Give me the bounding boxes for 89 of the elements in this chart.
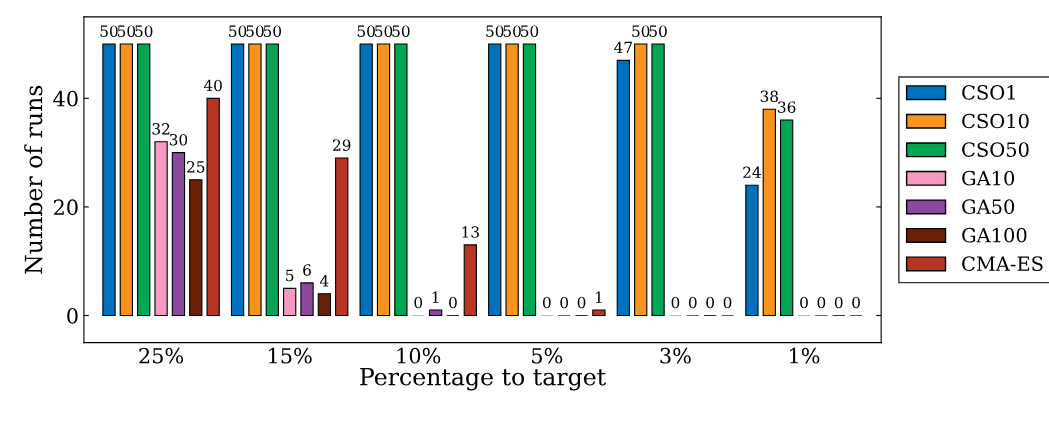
bar [335, 157, 349, 317]
data-label: 13 [462, 226, 479, 238]
legend-label: CSO50 [962, 142, 1029, 157]
data-label: 47 [614, 41, 632, 53]
data-label: 0 [577, 296, 586, 309]
bar [376, 43, 391, 317]
bar [282, 287, 297, 317]
data-label: 50 [100, 25, 118, 37]
data-label: 0 [560, 296, 569, 309]
data-label: 6 [303, 264, 311, 276]
x-tick-label: 10% [397, 347, 441, 364]
data-label: 25 [187, 161, 205, 173]
data-label: 50 [135, 25, 153, 37]
data-label: 0 [449, 296, 457, 309]
y-tick-label: 40 [53, 90, 78, 107]
bar [428, 309, 443, 317]
bar [206, 97, 220, 317]
bar [592, 309, 606, 317]
data-label: 24 [743, 166, 761, 178]
data-label: 0 [817, 296, 826, 309]
x-tick-label: 5% [532, 347, 563, 364]
data-label: 50 [357, 25, 375, 37]
bar [394, 43, 408, 317]
data-label: 40 [203, 79, 222, 92]
bar [317, 293, 332, 317]
x-tick-label: 15% [269, 347, 312, 364]
data-label: 0 [834, 296, 843, 309]
bar [265, 43, 279, 317]
bar [488, 43, 502, 317]
bar [230, 43, 245, 317]
data-label: 50 [486, 25, 504, 37]
bar [359, 43, 373, 317]
data-label: 50 [246, 25, 264, 37]
data-label: 50 [263, 25, 282, 37]
data-label: 0 [542, 296, 551, 309]
legend-label: CMA-ES [962, 256, 1043, 272]
data-label: 50 [632, 25, 650, 37]
data-label: 0 [688, 296, 697, 309]
data-label: 30 [169, 133, 188, 146]
bar [154, 141, 168, 317]
data-label: 5 [286, 269, 294, 282]
bar [463, 244, 477, 317]
x-tick-label: 3% [660, 347, 691, 364]
data-label: 1 [595, 291, 602, 303]
data-label: 1 [432, 291, 439, 303]
data-label: 50 [503, 25, 521, 37]
data-label: 36 [778, 101, 796, 113]
y-axis-title: Number of runs [24, 85, 43, 274]
legend-label: GA100 [962, 227, 1027, 243]
legend-label: CSO10 [962, 113, 1029, 129]
data-label: 29 [333, 139, 351, 151]
data-label: 4 [319, 275, 329, 287]
bar [522, 43, 537, 317]
bar [779, 119, 794, 317]
data-label: 50 [375, 25, 393, 37]
bar [119, 43, 134, 317]
bar [634, 43, 648, 317]
data-label: 50 [392, 25, 410, 37]
legend-label: CSO1 [962, 85, 1015, 100]
x-tick-label: 25% [139, 347, 184, 364]
data-label: 50 [117, 25, 136, 37]
y-tick-label: 20 [53, 199, 78, 216]
data-label: 50 [649, 25, 667, 37]
bar [300, 282, 314, 317]
data-label: 0 [723, 296, 732, 309]
bar [762, 108, 776, 317]
x-tick-label: 1% [790, 347, 820, 364]
bar [651, 43, 665, 317]
data-label: 32 [152, 123, 170, 135]
bar [505, 43, 519, 317]
data-label: 0 [852, 296, 860, 309]
data-label: 0 [414, 296, 423, 309]
data-label: 50 [521, 25, 539, 37]
data-label: 0 [671, 296, 680, 309]
legend-label: GA50 [962, 199, 1015, 214]
legend-label: GA10 [962, 170, 1015, 186]
bar [248, 43, 262, 317]
bar [171, 152, 186, 317]
bar [102, 43, 116, 317]
bar [137, 43, 151, 317]
data-label: 0 [706, 296, 714, 309]
bar [616, 59, 631, 317]
data-label: 38 [760, 90, 778, 103]
data-label: 50 [229, 25, 247, 37]
y-tick-label: 0 [67, 307, 78, 324]
data-label: 0 [800, 296, 808, 309]
x-axis-title: Percentage to target [360, 368, 606, 391]
bar [745, 184, 759, 317]
bar [189, 179, 203, 317]
